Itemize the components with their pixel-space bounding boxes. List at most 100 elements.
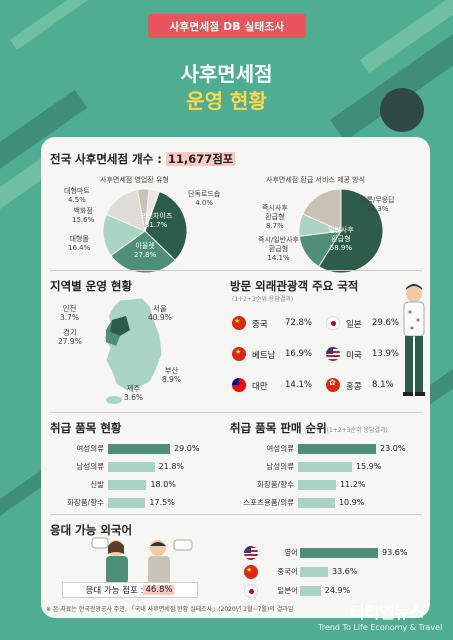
- nationality-subtitle: (1+2+3순위 응답결과): [232, 296, 294, 303]
- decor-stripe: [10, 0, 91, 50]
- region-seoul: 서울 40.9%: [148, 304, 172, 323]
- nation-japan-value: 29.6%: [372, 318, 400, 328]
- flag-japan-icon: [244, 584, 258, 598]
- nation-hongkong-name: 홍콩: [346, 382, 362, 392]
- items-bar-1: [108, 462, 155, 472]
- pie2-label-mixed: 즉시/일반사후 환급형 14.1%: [258, 236, 299, 262]
- flag-taiwan-icon: [232, 378, 246, 392]
- flag-hongkong-icon: ✿: [326, 378, 340, 392]
- items-value-0: 29.0%: [174, 444, 200, 453]
- items-title: 취급 품목 현황: [50, 421, 122, 435]
- region-busan: 부산 8.9%: [162, 366, 182, 385]
- sales-rank-label-0: 여성의류: [266, 444, 294, 453]
- refund-method-pie-chart: [298, 188, 384, 274]
- divider: [50, 514, 422, 515]
- sales-rank-value-1: 15.9%: [355, 462, 382, 471]
- languages-bar-1: [300, 567, 328, 577]
- divider: [50, 270, 422, 271]
- sales-rank-subtitle: (1+2+3순위 응답결과): [326, 427, 388, 434]
- pie1-label-hypermarket: 대형마트 4.5%: [64, 187, 90, 204]
- nation-usa-value: 13.9%: [372, 349, 400, 359]
- nation-china-value: 72.8%: [285, 318, 313, 328]
- languages-label-0: 영어: [284, 548, 298, 557]
- items-label-0: 여성의류: [76, 444, 104, 453]
- sales-rank-bar-1: [298, 462, 352, 472]
- sales-rank-label-2: 화장품/향수: [256, 480, 294, 489]
- sales-rank-value-2: 11.2%: [339, 480, 366, 489]
- languages-bar-0: [300, 548, 378, 558]
- page-title: 사후면세점: [180, 62, 273, 86]
- nation-japan-name: 일본: [346, 320, 362, 330]
- divider: [50, 412, 422, 413]
- refund-method-slice-3: [302, 188, 342, 232]
- sales-rank-bar-3: [298, 498, 335, 508]
- sales-rank-value-3: 10.9%: [338, 498, 365, 507]
- flag-vietnam-icon: ★: [232, 347, 246, 361]
- response-label: 응대 가능 점포 :: [85, 586, 144, 596]
- flag-japan-icon: [326, 316, 340, 330]
- languages-title: 응대 가능 외국어: [50, 523, 133, 537]
- languages-value-2: 24.9%: [324, 586, 351, 595]
- items-value-1: 21.8%: [158, 462, 185, 471]
- flag-china-icon: ★: [232, 316, 246, 330]
- sales-rank-value-0: 23.0%: [380, 444, 406, 453]
- languages-label-1: 중국어: [277, 567, 298, 576]
- store-type-slice-0: [144, 190, 188, 261]
- decor-circle: [380, 88, 424, 132]
- pie2-label-immediate: 즉시사후 환급형 8.7%: [262, 204, 288, 230]
- region-title: 지역별 운영 현황: [50, 279, 133, 293]
- region-gyeonggi: 경기 27.9%: [58, 328, 82, 347]
- store-type-pie-chart: [102, 188, 188, 274]
- watermark-tagline: Trend To Life Economy & Travel: [318, 623, 443, 632]
- sales-rank-label-3: 스포츠용품/의류: [243, 498, 294, 507]
- nation-taiwan-value: 14.1%: [285, 380, 313, 390]
- items-label-1: 남성의류: [76, 462, 104, 471]
- items-label-3: 화장품/향수: [66, 498, 104, 507]
- nation-vietnam-name: 베트남: [252, 351, 276, 361]
- header-ribbon: 사후면세점 DB 실태조사: [148, 14, 306, 38]
- nationality-title: 방문 외래관광객 주요 국적: [230, 279, 359, 293]
- nation-vietnam-value: 16.9%: [285, 349, 313, 359]
- store-count-prefix: 전국 사후면세점 개수 :: [50, 152, 166, 166]
- flag-usa-icon: [326, 347, 340, 361]
- sales-rank-title-text: 취급 품목 판매 순위: [230, 421, 327, 435]
- pie1-label-mall: 대형몰 16.4%: [68, 235, 91, 252]
- region-incheon: 인천 3.7%: [60, 304, 80, 323]
- nation-usa-name: 미국: [346, 351, 362, 361]
- korea-map-icon: [103, 297, 163, 404]
- response-value: 46.8%: [143, 585, 175, 595]
- items-value-3: 17.5%: [149, 498, 175, 507]
- pie1-label-franchise: 프랜차이즈 31.7%: [140, 212, 173, 229]
- region-jeju: 제주 3.6%: [124, 384, 144, 403]
- pie1-label-department: 백화점 15.6%: [72, 207, 95, 224]
- tourist-illustration-icon: [403, 284, 425, 396]
- nation-hongkong-value: 8.1%: [372, 380, 394, 390]
- sales-rank-bar-2: [298, 480, 336, 490]
- languages-bar-2: [300, 586, 321, 596]
- watermark-logo: 티티엘뉴스: [350, 603, 424, 622]
- store-count-title: 전국 사후면세점 개수 : 11,677점포: [50, 151, 236, 167]
- pie2-label-unknown: 모름/무응답 18.3%: [360, 196, 395, 213]
- languages-value-0: 93.6%: [382, 548, 408, 557]
- pie1-label-roadshop: 단독로드숍 4.0%: [188, 190, 221, 207]
- sales-rank-title: 취급 품목 판매 순위(1+2+3순위 응답결과): [230, 420, 388, 436]
- store-type-slice-1: [110, 230, 176, 274]
- items-bar-0: [108, 444, 170, 454]
- footer-note: ※ 본 자료는 한국관광공사 주관, 「국내 사후면세점 현황 실태조사」(20…: [46, 606, 294, 613]
- items-value-2: 18.0%: [150, 480, 176, 489]
- store-type-slice-2: [102, 213, 147, 257]
- pie2-title: 사후면세점 환급 서비스 제공 방식: [266, 176, 366, 184]
- nation-china-name: 중국: [252, 320, 268, 330]
- pie1-title: 사후면세점 영업장 유형: [100, 176, 169, 184]
- pie1-label-outlet: 아울렛 27.8%: [134, 242, 157, 259]
- languages-label-2: 일본어: [277, 586, 298, 595]
- items-bar-2: [108, 480, 147, 490]
- page-subtitle: 운영 현황: [186, 89, 267, 113]
- sales-rank-bar-0: [298, 444, 376, 454]
- pie2-label-general: 일반사후 환급형 58.9%: [328, 226, 354, 252]
- nation-taiwan-name: 대만: [252, 382, 268, 392]
- conversation-illustration-icon: [91, 537, 193, 584]
- flag-usa-icon: [244, 546, 258, 560]
- response-box: 응대 가능 점포 : 46.8%: [62, 582, 198, 598]
- items-bar-3: [108, 498, 146, 508]
